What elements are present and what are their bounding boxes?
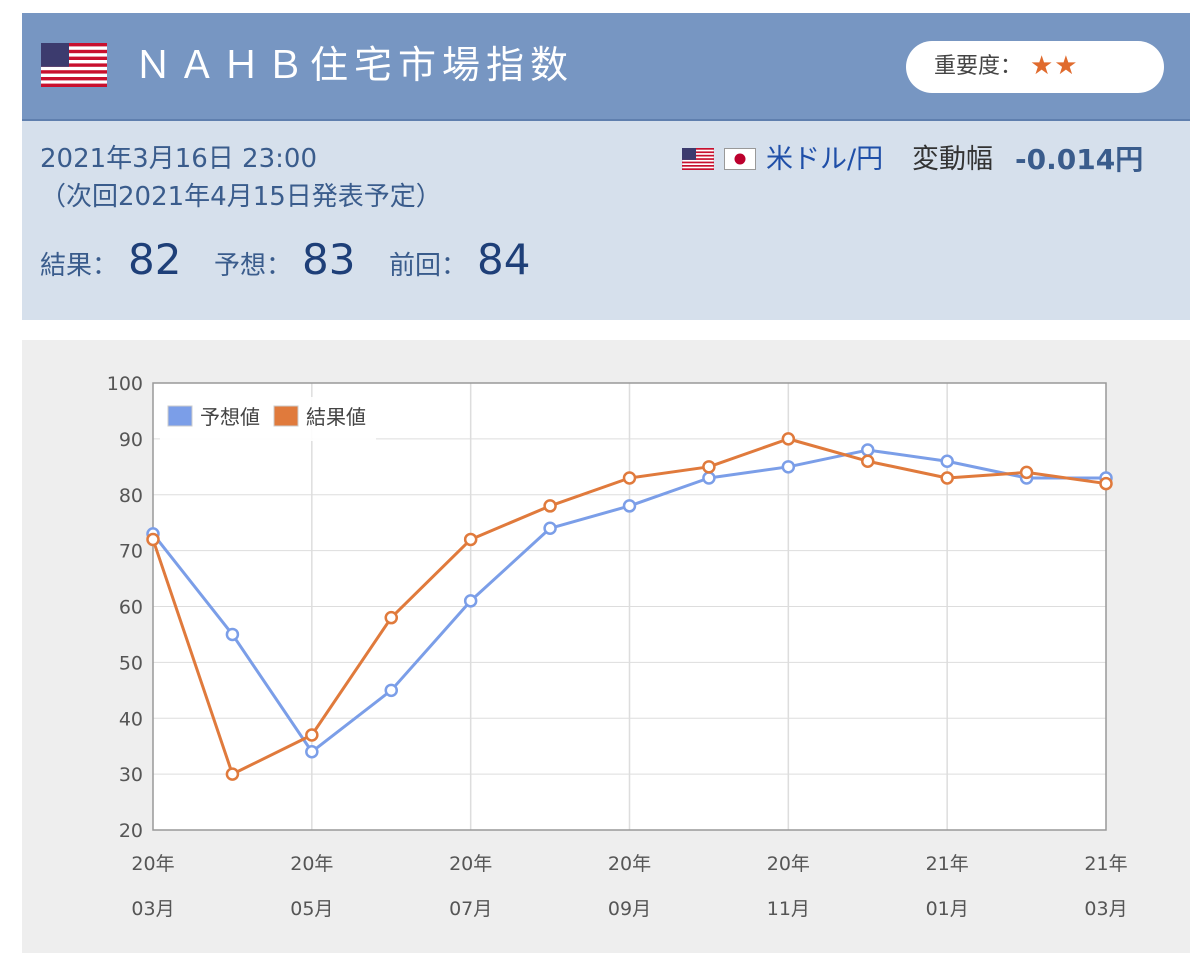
data-point-actual — [225, 767, 240, 781]
x-tick-label-year: 20年 — [290, 853, 333, 875]
x-tick-label-month: 03月 — [1084, 898, 1127, 920]
jp-flag-icon — [724, 148, 756, 170]
data-point-actual — [861, 454, 875, 468]
us-flag-small-icon — [682, 148, 714, 170]
importance-label: 重要度： — [934, 54, 1023, 79]
x-tick-label-month: 05月 — [290, 898, 333, 920]
x-tick-label-month: 01月 — [926, 898, 969, 920]
result-label: 結果： — [40, 251, 119, 281]
y-tick-label: 70 — [119, 541, 143, 563]
data-point-forecast — [463, 594, 478, 608]
legend-label: 予想値 — [200, 405, 260, 429]
result-value: 82 — [128, 235, 182, 284]
page-title: ＮＡＨＢ住宅市場指数 — [134, 43, 575, 87]
release-info: 2021年3月16日 23:00 （次回2021年4月15日発表予定） 結果： … — [22, 121, 1190, 320]
legend-label: 結果値 — [306, 405, 366, 429]
forecast-value: 83 — [302, 235, 356, 284]
data-point-forecast — [543, 521, 557, 536]
x-tick-label-month: 07月 — [449, 898, 492, 920]
data-point-forecast — [781, 460, 796, 474]
change-value: -0.014円 — [1015, 143, 1144, 176]
y-tick-label: 90 — [119, 429, 143, 451]
previous-value: 84 — [477, 235, 531, 284]
chart-panel: 20 30 40 50 60 70 80 90 100 20年 03月 20年 05月 20年 07月 20年… — [22, 340, 1190, 953]
data-point-forecast — [702, 471, 716, 485]
data-point-actual — [1019, 465, 1034, 480]
y-tick-label: 30 — [119, 764, 143, 786]
line-chart: 20 30 40 50 60 70 80 90 100 20年 03月 20年 05月 20年 07月 20年… — [107, 373, 1128, 920]
data-point-forecast — [305, 745, 319, 759]
next-release: （次回2021年4月15日発表予定） — [40, 182, 442, 212]
data-point-forecast — [225, 627, 240, 642]
data-point-forecast — [940, 454, 954, 468]
previous-label: 前回： — [389, 251, 468, 281]
data-point-forecast — [861, 443, 875, 457]
data-point-forecast — [384, 683, 398, 698]
x-tick-label-month: 03月 — [131, 898, 174, 920]
legend-box — [160, 397, 376, 441]
y-tick-label: 50 — [119, 652, 143, 674]
x-tick-label-month: 09月 — [608, 898, 651, 920]
data-point-actual — [781, 432, 796, 446]
data-point-actual — [1099, 476, 1113, 491]
forecast-label: 予想： — [214, 251, 293, 281]
legend-swatch-forecast — [167, 405, 193, 427]
currency-pair-link[interactable]: 米ドル/円 — [766, 144, 884, 175]
x-tick-label-year: 20年 — [608, 853, 651, 875]
us-flag-icon — [41, 43, 107, 87]
data-point-actual — [463, 532, 478, 547]
legend-swatch-actual — [273, 405, 299, 427]
x-tick-label-year: 20年 — [131, 853, 174, 875]
y-tick-label: 60 — [119, 597, 143, 619]
data-point-actual — [543, 499, 557, 513]
importance-stars: ★★ — [1030, 51, 1079, 81]
x-tick-label-year: 20年 — [449, 853, 492, 875]
change-label: 変動幅 — [912, 144, 993, 175]
x-tick-label-year: 20年 — [767, 853, 810, 875]
data-point-actual — [146, 532, 160, 547]
y-tick-label: 100 — [107, 373, 143, 395]
data-point-actual — [702, 460, 716, 474]
data-point-actual — [940, 471, 954, 485]
x-tick-label-year: 21年 — [926, 853, 969, 875]
data-point-forecast — [622, 499, 637, 513]
data-point-actual — [384, 610, 398, 625]
y-tick-label: 80 — [119, 485, 143, 507]
plot-border — [152, 382, 1107, 831]
x-tick-label-month: 11月 — [767, 898, 810, 920]
data-point-actual — [305, 728, 319, 742]
y-tick-label: 20 — [119, 820, 143, 842]
release-datetime: 2021年3月16日 23:00 — [40, 144, 317, 174]
importance-badge: 重要度： ★★ — [906, 41, 1164, 93]
data-point-actual — [622, 471, 637, 485]
x-tick-label-year: 21年 — [1084, 853, 1127, 875]
y-tick-label: 40 — [119, 708, 143, 730]
indicator-header: ＮＡＨＢ住宅市場指数 重要度： ★★ — [22, 13, 1190, 121]
